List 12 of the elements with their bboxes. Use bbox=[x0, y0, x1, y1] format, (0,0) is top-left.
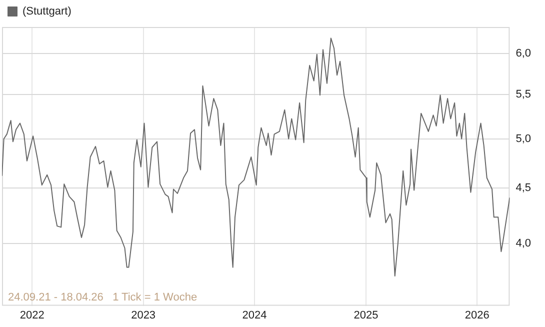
y-tick-label: 6,0 bbox=[516, 48, 532, 60]
x-tick-label: 2022 bbox=[20, 309, 44, 322]
y-tick-label: 5,0 bbox=[516, 132, 532, 145]
x-tick-label: 2024 bbox=[242, 309, 267, 322]
y-tick-label: 5,5 bbox=[516, 88, 532, 100]
x-tick-label: 2025 bbox=[354, 309, 378, 322]
legend-label: (Stuttgart) bbox=[22, 6, 72, 18]
x-tick-label: 2023 bbox=[131, 309, 156, 322]
x-tick-label: 2026 bbox=[464, 309, 490, 322]
y-tick-label: 4,5 bbox=[516, 182, 532, 194]
y-tick-label: 4,0 bbox=[516, 237, 532, 250]
annotation: 24.09.21 - 18.04.26 1 Tick = 1 Woche bbox=[8, 291, 198, 304]
